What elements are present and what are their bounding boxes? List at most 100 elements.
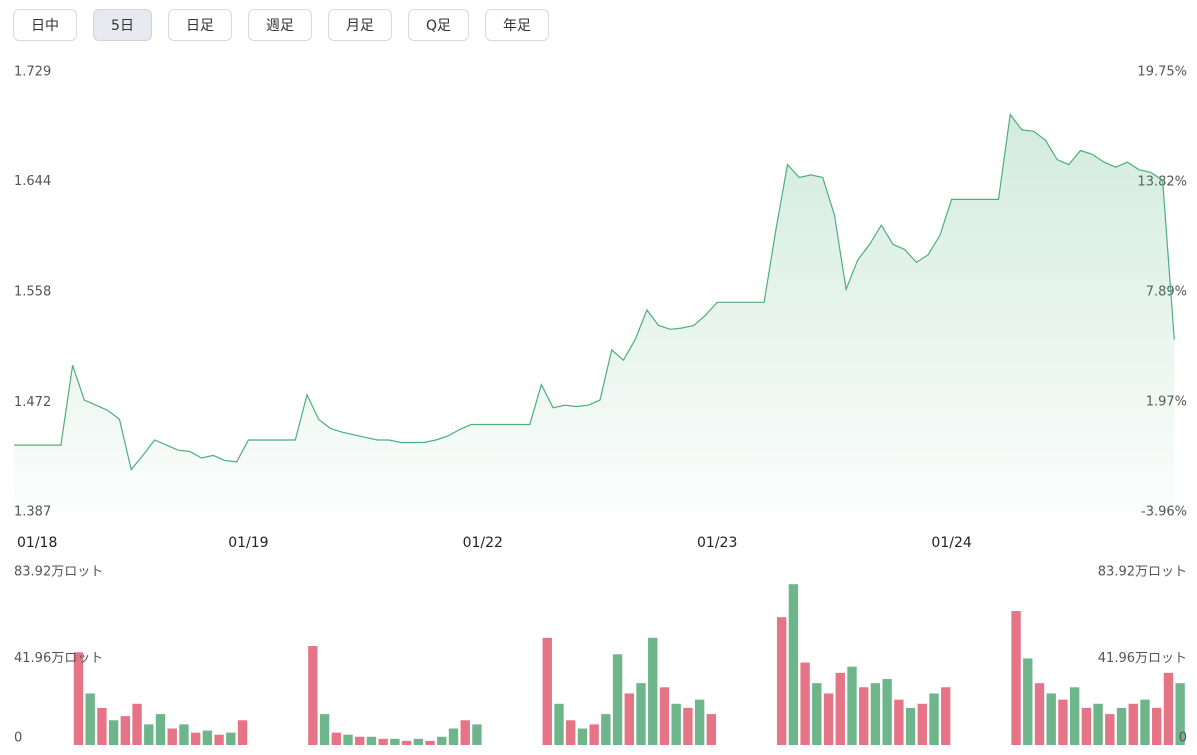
volume-bar bbox=[343, 734, 353, 745]
volume-bar bbox=[1128, 703, 1138, 745]
volume-bar bbox=[636, 683, 646, 745]
x-tick-label: 01/22 bbox=[463, 535, 503, 551]
volume-bar bbox=[331, 732, 341, 745]
volume-bar bbox=[823, 693, 834, 745]
period-tab[interactable]: 週足 bbox=[248, 9, 312, 41]
volume-bar bbox=[1140, 699, 1150, 745]
volume-bar bbox=[214, 734, 224, 745]
volume-bar bbox=[706, 714, 717, 745]
volume-bar bbox=[612, 654, 623, 745]
volume-bar bbox=[1023, 658, 1033, 745]
volume-bar bbox=[624, 693, 634, 745]
x-tick-label: 01/18 bbox=[17, 535, 57, 551]
volume-bar bbox=[132, 703, 142, 745]
volume-bar bbox=[237, 720, 248, 745]
volume-bar bbox=[202, 730, 213, 745]
volume-bar bbox=[835, 672, 845, 745]
volume-bar bbox=[859, 687, 869, 745]
volume-bar bbox=[355, 736, 365, 745]
volume-bar bbox=[648, 637, 658, 745]
volume-bar bbox=[566, 720, 576, 745]
volume-bar bbox=[1011, 611, 1021, 745]
volume-bar bbox=[601, 714, 611, 745]
volume-bar bbox=[448, 728, 459, 745]
period-tab[interactable]: 月足 bbox=[328, 9, 392, 41]
volume-bar bbox=[144, 724, 154, 745]
volume-bar bbox=[941, 687, 951, 745]
volume-bar bbox=[308, 646, 318, 745]
volume-bar bbox=[776, 617, 787, 745]
volume-bar bbox=[1093, 703, 1103, 745]
volume-bar bbox=[155, 714, 166, 745]
x-tick-label: 01/24 bbox=[931, 535, 971, 551]
x-tick-label: 01/19 bbox=[228, 535, 268, 551]
volume-bar bbox=[812, 683, 822, 745]
volume-bar bbox=[108, 720, 119, 745]
volume-bar bbox=[671, 703, 681, 745]
volume-bar bbox=[542, 637, 552, 745]
volume-tick-label: 0 bbox=[14, 731, 22, 746]
volume-bar bbox=[390, 738, 400, 745]
y-tick-label: 1.729 bbox=[14, 65, 51, 80]
volume-bar bbox=[1034, 683, 1045, 745]
volume-bar bbox=[378, 738, 388, 745]
period-tab[interactable]: 年足 bbox=[485, 9, 550, 41]
volume-bar bbox=[882, 679, 892, 745]
volume-bar bbox=[683, 707, 693, 745]
volume-bar bbox=[425, 740, 435, 745]
price-line bbox=[14, 112, 1175, 471]
volume-bar bbox=[319, 714, 330, 745]
volume-bar bbox=[905, 707, 916, 745]
volume-bar bbox=[401, 740, 412, 745]
volume-bar bbox=[1175, 683, 1185, 745]
volume-bar bbox=[1069, 687, 1080, 745]
volume-bar bbox=[226, 732, 236, 745]
volume-bar bbox=[1058, 699, 1068, 745]
volume-bar bbox=[85, 693, 95, 745]
volume-bar bbox=[847, 666, 857, 745]
period-tab[interactable]: Q足 bbox=[408, 9, 470, 41]
volume-bar bbox=[800, 662, 810, 745]
volume-bar bbox=[1046, 693, 1056, 745]
volume-bar bbox=[659, 687, 670, 745]
period-tab[interactable]: 日足 bbox=[168, 9, 232, 41]
volume-bar bbox=[917, 703, 927, 745]
volume-tick-label: 83.92万ロット bbox=[14, 565, 103, 580]
period-tab[interactable]: 5日 bbox=[93, 9, 152, 41]
volume-tick-label-right: 41.96万ロット bbox=[1098, 651, 1187, 666]
volume-bar bbox=[589, 724, 599, 745]
volume-bar bbox=[1116, 707, 1127, 745]
volume-bar bbox=[460, 720, 470, 745]
volume-tick-label-right: 83.92万ロット bbox=[1098, 565, 1187, 580]
volume-bar bbox=[929, 693, 939, 745]
volume-bar bbox=[1081, 707, 1092, 745]
y2-tick-label: 19.75% bbox=[1137, 65, 1187, 80]
volume-bar bbox=[1152, 707, 1162, 745]
y-tick-label: 1.558 bbox=[14, 285, 51, 300]
volume-bar bbox=[190, 732, 201, 745]
volume-bar bbox=[179, 724, 189, 745]
y-tick-label: 1.644 bbox=[14, 174, 51, 189]
volume-bar bbox=[870, 683, 881, 745]
volume-bar bbox=[1163, 672, 1174, 745]
volume-bar bbox=[167, 728, 177, 745]
volume-bar bbox=[437, 736, 447, 745]
price-area bbox=[14, 114, 1175, 512]
volume-bar bbox=[120, 716, 131, 745]
volume-bar bbox=[472, 724, 482, 745]
x-tick-label: 01/23 bbox=[697, 535, 737, 551]
volume-tick-label: 41.96万ロット bbox=[14, 651, 103, 666]
volume-bar bbox=[788, 584, 799, 745]
volume-bar bbox=[1105, 714, 1115, 745]
y-tick-label: 1.472 bbox=[14, 395, 51, 410]
volume-bar bbox=[894, 699, 904, 745]
period-tab[interactable]: 日中 bbox=[13, 9, 77, 41]
volume-tick-label-right: 0 bbox=[1179, 731, 1187, 746]
volume-bar bbox=[413, 738, 424, 745]
period-tabs: 日中 5日 日足 週足 月足 Q足 年足 bbox=[13, 9, 550, 41]
volume-bar bbox=[366, 736, 377, 745]
volume-bar bbox=[577, 728, 588, 745]
volume-bar bbox=[694, 699, 705, 745]
